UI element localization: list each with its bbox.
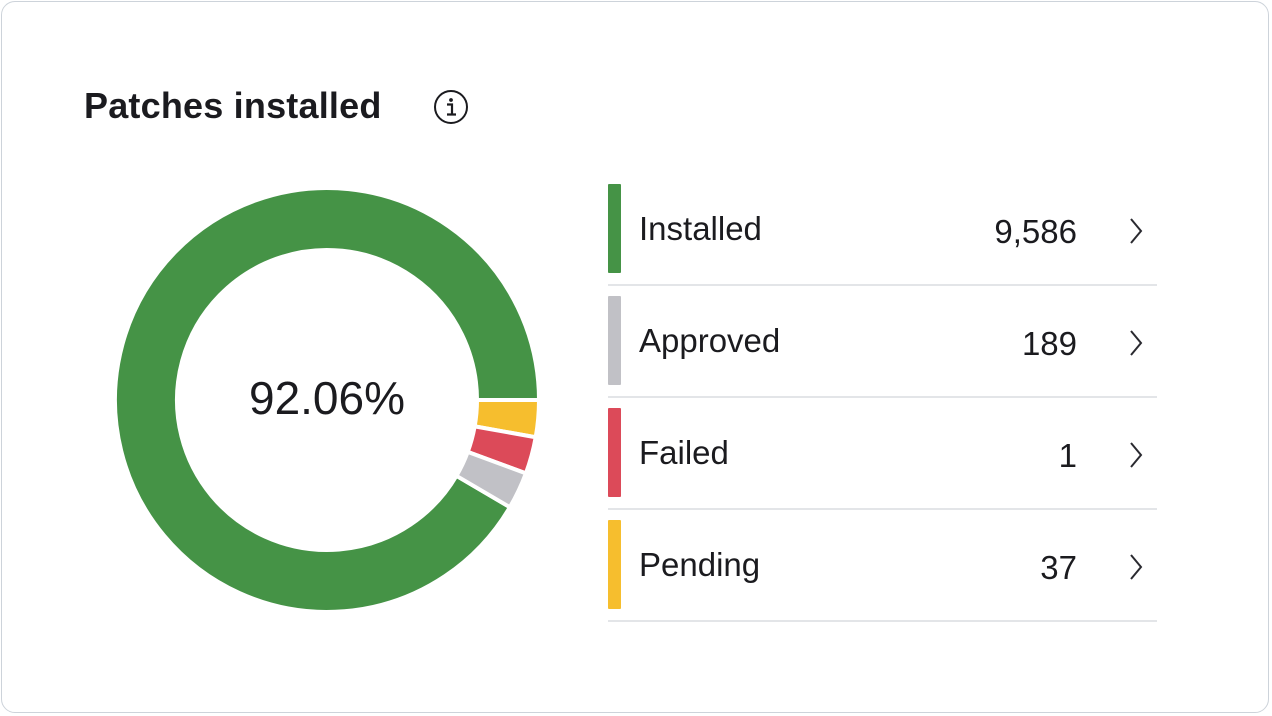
legend-row-failed[interactable]: Failed 1 [608, 398, 1157, 510]
chevron-right-icon [1130, 554, 1143, 580]
legend-value: 9,586 [994, 213, 1077, 250]
row-divider [608, 284, 1157, 286]
legend-label: Approved [639, 322, 781, 359]
installed-percentage: 92.06% [248, 372, 405, 424]
legend-label: Failed [639, 434, 729, 471]
legend-value: 37 [1040, 549, 1077, 586]
legend-color-bar [608, 296, 621, 385]
legend-row-approved[interactable]: Approved 189 [608, 286, 1157, 398]
legend-label: Installed [639, 210, 762, 247]
legend-row-pending[interactable]: Pending 37 [608, 510, 1157, 622]
chevron-right-icon [1130, 218, 1143, 244]
card-title: Patches installed [84, 85, 382, 126]
legend-color-bar [608, 520, 621, 609]
chevron-right-icon [1130, 442, 1143, 468]
legend-label: Pending [639, 546, 761, 583]
legend-color-bar [608, 408, 621, 497]
legend-color-bar [608, 184, 621, 273]
legend-row-installed[interactable]: Installed 9,586 [608, 174, 1157, 286]
legend-value: 189 [1021, 325, 1077, 362]
legend-list: Installed 9,586 Approved 189 Failed 1 Pe… [608, 174, 1157, 622]
donut-segment-installed[interactable] [113, 186, 542, 614]
row-divider [608, 508, 1157, 510]
donut-segment-approved[interactable] [453, 449, 529, 510]
row-divider [608, 620, 1157, 622]
info-circle-icon[interactable] [433, 89, 469, 125]
row-divider [608, 396, 1157, 398]
chevron-right-icon [1130, 330, 1143, 356]
legend-value: 1 [1058, 437, 1077, 474]
donut-chart [113, 186, 542, 614]
